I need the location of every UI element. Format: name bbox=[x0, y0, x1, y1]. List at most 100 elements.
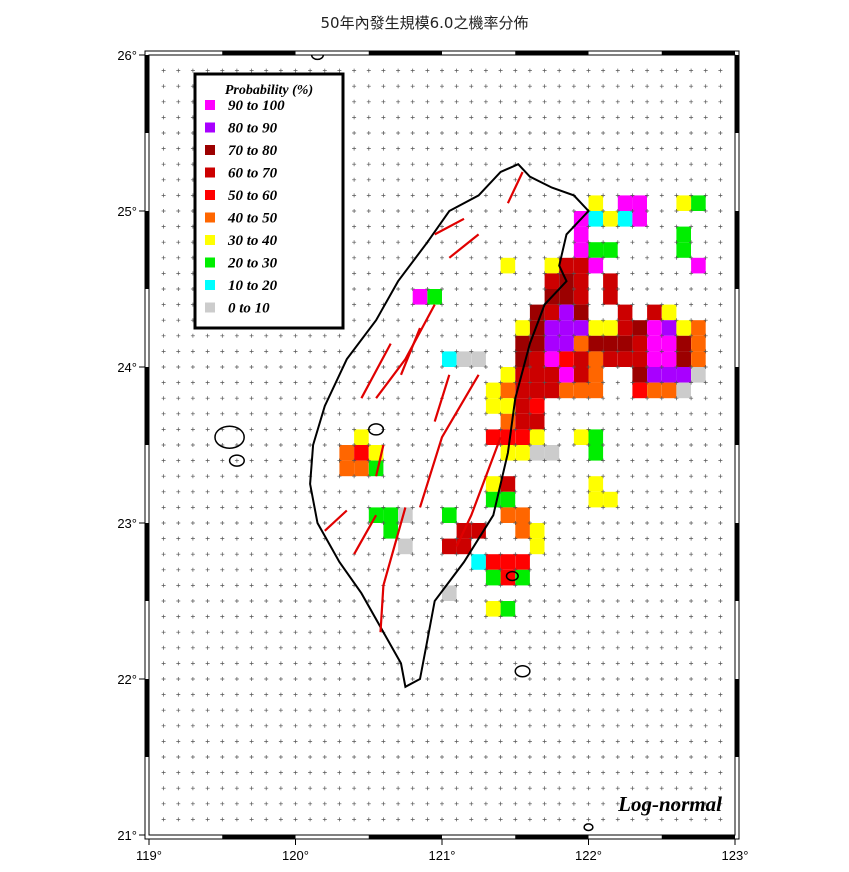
island-outline bbox=[368, 423, 385, 436]
legend-label: 60 to 70 bbox=[228, 166, 278, 182]
probability-cell bbox=[647, 335, 662, 352]
probability-cell bbox=[573, 335, 589, 352]
legend-label: 70 to 80 bbox=[228, 143, 278, 159]
probability-cell bbox=[442, 585, 457, 601]
probability-cell bbox=[603, 289, 618, 305]
probability-cell bbox=[559, 335, 574, 352]
probability-cell bbox=[500, 507, 516, 523]
probability-cell bbox=[676, 242, 691, 258]
probability-cell bbox=[529, 413, 545, 430]
map-title: 50年內發生規模6.0之機率分佈 bbox=[320, 14, 529, 32]
probability-cell bbox=[383, 523, 398, 539]
probability-cell bbox=[588, 195, 604, 211]
probability-cell bbox=[529, 445, 545, 461]
probability-cell bbox=[588, 476, 604, 492]
probability-cell bbox=[500, 569, 516, 586]
taiwan-coastline bbox=[309, 162, 590, 689]
legend-swatch bbox=[205, 257, 215, 268]
probability-cell bbox=[617, 351, 633, 367]
probability-cell bbox=[500, 398, 516, 414]
fault-line bbox=[506, 171, 524, 204]
probability-cell bbox=[603, 351, 618, 367]
lon-tick-label: 119° bbox=[136, 848, 162, 863]
probability-cell bbox=[573, 367, 589, 383]
probability-cell bbox=[647, 367, 662, 383]
island-outline bbox=[228, 454, 245, 467]
fault-line bbox=[434, 217, 465, 236]
island-outline bbox=[284, 21, 293, 28]
lon-tick-label: 123° bbox=[722, 848, 749, 863]
probability-cell bbox=[544, 335, 560, 352]
probability-cell bbox=[691, 335, 706, 352]
probability-cell bbox=[339, 445, 354, 461]
probability-cell bbox=[485, 569, 501, 586]
lat-tick-label: 21° bbox=[117, 828, 137, 843]
probability-cell bbox=[661, 335, 677, 352]
probability-cell bbox=[676, 351, 691, 367]
probability-cell bbox=[515, 335, 530, 352]
probability-cell bbox=[515, 445, 530, 461]
probability-cell bbox=[529, 335, 545, 352]
lon-tick-label: 122° bbox=[575, 848, 602, 863]
legend-swatch bbox=[205, 145, 215, 155]
probability-cell bbox=[573, 429, 589, 445]
probability-cell bbox=[515, 523, 530, 539]
probability-cell bbox=[485, 601, 501, 617]
probability-cell bbox=[500, 382, 516, 399]
legend-swatch bbox=[205, 302, 215, 313]
legend-label: 50 to 60 bbox=[228, 188, 278, 204]
probability-cell bbox=[661, 304, 677, 321]
probability-cell bbox=[442, 507, 457, 523]
probability-cell bbox=[544, 445, 560, 461]
probability-cell bbox=[588, 211, 604, 227]
probability-cell bbox=[529, 538, 545, 555]
probability-cell bbox=[515, 413, 530, 430]
probability-cell bbox=[632, 211, 647, 227]
probability-cell bbox=[412, 289, 428, 305]
probability-cell bbox=[588, 429, 604, 445]
probability-cell bbox=[676, 335, 691, 352]
map-frame bbox=[144, 50, 740, 840]
probability-cell bbox=[603, 273, 618, 289]
probability-cell bbox=[471, 554, 486, 570]
probability-cell bbox=[485, 382, 501, 399]
probability-cell bbox=[500, 554, 516, 570]
legend-label: 30 to 40 bbox=[227, 233, 278, 249]
probability-cell bbox=[485, 398, 501, 414]
probability-cell bbox=[632, 351, 647, 367]
probability-cell bbox=[573, 289, 589, 305]
legend-swatch bbox=[205, 190, 215, 200]
probability-cell bbox=[544, 257, 560, 274]
probability-cell bbox=[603, 491, 618, 508]
probability-cell bbox=[661, 320, 677, 336]
probability-cell bbox=[573, 273, 589, 289]
probability-cell bbox=[544, 382, 560, 399]
axis-ticks: 119° 120° 121° 122° 123° 21° 22° 23° 24° 25° 26° bbox=[117, 48, 748, 863]
probability-cell bbox=[676, 195, 691, 211]
probability-cell bbox=[691, 320, 706, 336]
probability-cell bbox=[544, 351, 560, 367]
probability-cell bbox=[383, 507, 398, 523]
probability-cell bbox=[500, 491, 516, 508]
legend-label: 80 to 90 bbox=[228, 121, 278, 137]
probability-cell bbox=[515, 398, 530, 414]
probability-cell bbox=[500, 429, 516, 445]
probability-cell bbox=[339, 460, 354, 477]
probability-cell bbox=[632, 367, 647, 383]
probability-cell bbox=[500, 601, 516, 617]
island-outline bbox=[310, 55, 325, 61]
probability-cell bbox=[691, 367, 706, 383]
probability-cell bbox=[573, 351, 589, 367]
probability-cell bbox=[573, 257, 589, 274]
probability-cell bbox=[588, 382, 604, 399]
fault-line bbox=[379, 507, 407, 633]
probability-cell bbox=[588, 242, 604, 258]
probability-cell bbox=[398, 538, 413, 555]
probability-cell bbox=[485, 554, 501, 570]
probability-cell bbox=[691, 195, 706, 211]
legend-swatch bbox=[205, 280, 215, 290]
probability-cell bbox=[632, 382, 647, 399]
probability-cell bbox=[529, 523, 545, 539]
island-outline bbox=[505, 570, 519, 582]
fault-line bbox=[324, 509, 348, 532]
